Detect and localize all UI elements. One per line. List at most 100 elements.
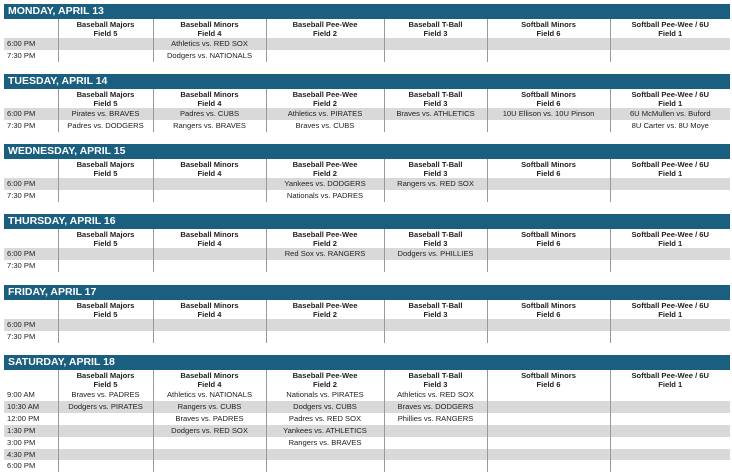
game-cell xyxy=(265,319,384,331)
game-cell xyxy=(57,460,153,473)
league-name: Softball Minors xyxy=(521,300,576,310)
field-name: Field 6 xyxy=(536,168,561,178)
field-name: Field 4 xyxy=(197,309,222,319)
table-row: 6:00 PM Pirates vs. BRAVES Padres vs. CUBS… xyxy=(4,108,730,120)
column-header-row: Baseball Majors Field 5 Baseball Minors Fie… xyxy=(4,370,730,389)
field-name: Field 3 xyxy=(423,379,448,389)
field-name: Field 3 xyxy=(423,28,448,38)
schedule-table: Baseball Majors Field 5 Baseball Minors Fie… xyxy=(4,300,730,343)
league-name: Softball Pee-Wee / 6U xyxy=(631,229,709,239)
time-cell: 7:30 PM xyxy=(7,260,36,270)
league-name: Baseball T-Ball xyxy=(408,300,463,310)
league-name: Baseball Majors xyxy=(76,89,135,99)
game-cell xyxy=(265,38,384,50)
game-cell xyxy=(486,424,610,437)
game-cell xyxy=(609,424,730,437)
table-row: 3:00 PM Rangers vs. BRAVES xyxy=(4,436,730,449)
schedule-table: Baseball Majors Field 5 Baseball Minors Fie… xyxy=(4,229,730,272)
field-name: Field 4 xyxy=(197,379,222,389)
time-cell: 9:00 AM xyxy=(7,390,35,399)
column-header: Baseball Minors Field 4 xyxy=(152,19,266,38)
game-cell xyxy=(383,38,487,50)
league-name: Baseball Minors xyxy=(180,229,239,239)
field-name: Field 5 xyxy=(93,238,118,248)
game-cell xyxy=(383,448,487,461)
game-cell xyxy=(486,436,610,449)
game-cell xyxy=(152,319,266,331)
game-cell: Red Sox vs. RANGERS xyxy=(265,248,384,260)
column-header: Baseball Minors Field 4 xyxy=(152,159,266,178)
game-cell xyxy=(383,460,487,473)
game-cell xyxy=(152,460,266,473)
game-cell: Dodgers vs. CUBS xyxy=(265,400,384,413)
table-row: 7:30 PM xyxy=(4,259,730,272)
column-header: Softball Minors Field 6 xyxy=(486,159,610,178)
field-name: Field 1 xyxy=(658,309,683,319)
game-cell xyxy=(609,448,730,461)
column-header: Baseball Pee-Wee Field 2 xyxy=(265,89,384,108)
game-cell xyxy=(609,460,730,473)
game-cell xyxy=(152,448,266,461)
league-name: Baseball Minors xyxy=(180,370,239,380)
column-header: Softball Pee-Wee / 6U Field 1 xyxy=(609,229,730,248)
column-header: Softball Pee-Wee / 6U Field 1 xyxy=(609,300,730,319)
column-header: Softball Pee-Wee / 6U Field 1 xyxy=(609,19,730,38)
game-cell xyxy=(486,330,610,343)
column-header: Baseball Majors Field 5 xyxy=(57,159,153,178)
game-cell xyxy=(265,330,384,343)
league-name: Softball Minors xyxy=(521,159,576,169)
game-cell: Athletics vs. RED SOX xyxy=(152,38,266,50)
game-cell xyxy=(609,189,730,202)
league-name: Baseball Pee-Wee xyxy=(292,89,358,99)
game-cell: Nationals vs. PADRES xyxy=(265,189,384,202)
game-cell: Athletics vs. PIRATES xyxy=(265,108,384,120)
field-name: Field 3 xyxy=(423,238,448,248)
table-row: 6:00 PM Red Sox vs. RANGERS Dodgers vs. PH… xyxy=(4,248,730,260)
time-cell: 7:30 PM xyxy=(7,190,36,200)
field-name: Field 5 xyxy=(93,168,118,178)
column-header: Baseball Pee-Wee Field 2 xyxy=(265,159,384,178)
time-cell: 1:30 PM xyxy=(4,424,58,437)
day-title: MONDAY, APRIL 13 xyxy=(4,4,730,19)
game-cell: Rangers vs. BRAVES xyxy=(265,436,384,449)
game-cell xyxy=(609,178,730,190)
field-name: Field 6 xyxy=(536,238,561,248)
column-header: Baseball Pee-Wee Field 2 xyxy=(265,19,384,38)
time-header xyxy=(4,370,58,389)
day-section: THURSDAY, APRIL 16 Baseball Majors Field 5… xyxy=(4,214,730,272)
column-header: Baseball Pee-Wee Field 2 xyxy=(265,300,384,319)
game-cell xyxy=(486,389,610,401)
time-cell: 6:00 PM xyxy=(7,461,36,471)
league-name: Baseball Pee-Wee xyxy=(292,19,358,29)
table-row: 6:00 PM Athletics vs. RED SOX xyxy=(4,38,730,50)
league-name: Baseball Majors xyxy=(76,370,135,380)
time-cell: 12:00 PM xyxy=(7,413,40,423)
day-title: TUESDAY, APRIL 14 xyxy=(4,74,730,89)
day-title: THURSDAY, APRIL 16 xyxy=(4,214,730,229)
league-name: Baseball Minors xyxy=(180,300,239,310)
day-section: WEDNESDAY, APRIL 15 Baseball Majors Field … xyxy=(4,144,730,202)
game-cell: Yankees vs. ATHLETICS xyxy=(265,424,384,437)
time-cell: 10:30 AM xyxy=(4,400,58,413)
time-header xyxy=(4,229,58,248)
time-cell: 6:00 PM xyxy=(4,248,58,260)
field-name: Field 2 xyxy=(312,379,338,389)
game-cell xyxy=(57,178,153,190)
league-name: Baseball T-Ball xyxy=(408,159,463,169)
league-name: Softball Pee-Wee / 6U xyxy=(631,300,709,310)
column-header: Baseball Minors Field 4 xyxy=(152,89,266,108)
field-name: Field 6 xyxy=(536,309,561,319)
game-cell xyxy=(486,38,610,50)
game-cell xyxy=(609,389,730,401)
table-row: 10:30 AM Dodgers vs. PIRATES Rangers vs. C… xyxy=(4,400,730,413)
column-header: Baseball T-Ball Field 3 xyxy=(383,89,487,108)
field-name: Field 2 xyxy=(312,98,338,108)
league-name: Baseball T-Ball xyxy=(408,229,463,239)
field-name: Field 4 xyxy=(197,28,222,38)
game-cell xyxy=(265,448,384,461)
game-cell xyxy=(486,178,610,190)
day-title: FRIDAY, APRIL 17 xyxy=(4,285,730,300)
column-header: Baseball T-Ball Field 3 xyxy=(383,370,487,389)
league-name: Baseball Majors xyxy=(76,300,135,310)
